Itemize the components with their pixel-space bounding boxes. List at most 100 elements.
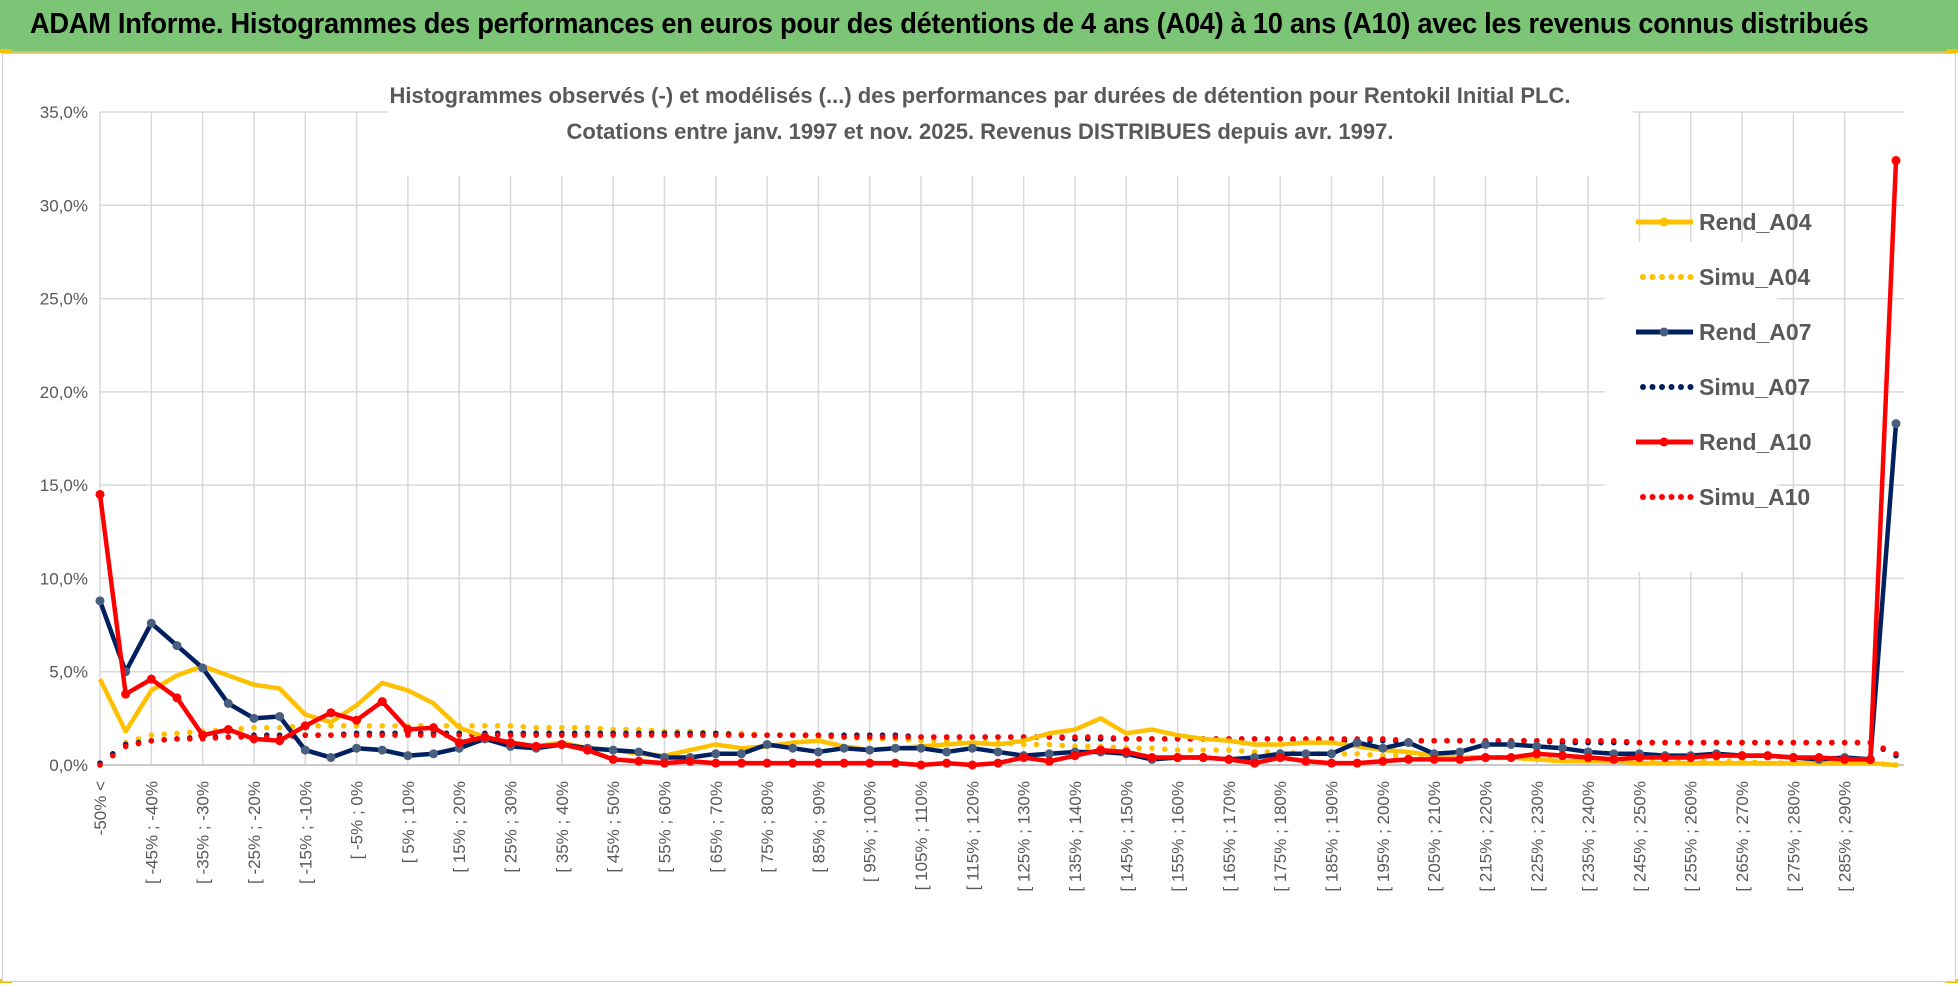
legend-swatch-dot <box>1640 494 1646 500</box>
data-point <box>198 663 208 673</box>
data-point-dot <box>918 734 924 740</box>
data-point-dot <box>661 732 668 738</box>
data-point <box>839 743 849 753</box>
x-tick-label: [ 235% ; 240% <box>1579 781 1598 892</box>
legend: Rend_A04 Simu_A04 Rend_A07 Simu_A07 Rend_A10… <box>1636 209 1812 510</box>
data-point <box>1480 753 1490 763</box>
x-tick-label: -50% < <box>91 781 110 835</box>
data-point-dot <box>1085 734 1091 740</box>
data-point-dot <box>507 732 514 738</box>
data-point-dot <box>263 724 270 731</box>
data-point-dot <box>751 732 758 738</box>
data-point-dot <box>148 737 155 744</box>
x-tick-label: [ 215% ; 220% <box>1476 781 1495 892</box>
data-point <box>172 693 182 703</box>
data-point <box>685 756 695 766</box>
data-point <box>1711 751 1721 761</box>
data-point <box>1250 758 1260 768</box>
legend-swatch-dot <box>1649 274 1656 280</box>
y-tick-label: 15,0% <box>40 476 88 495</box>
data-point-dot <box>1675 739 1681 746</box>
data-point-dot <box>1418 737 1425 744</box>
data-point-dot <box>597 732 604 738</box>
x-tick-label: [ 55% ; 60% <box>655 781 674 873</box>
data-point-dot <box>328 732 334 738</box>
data-point <box>326 708 336 718</box>
data-point <box>1840 754 1850 764</box>
data-point-dot <box>1764 739 1771 746</box>
data-point <box>1224 754 1234 764</box>
y-tick-label: 0,0% <box>49 756 88 775</box>
data-point-dot <box>1777 739 1784 746</box>
data-point-dot <box>1059 742 1065 749</box>
data-point-dot <box>1495 737 1502 744</box>
data-point-dot <box>700 732 706 738</box>
legend-swatch-dot <box>1668 384 1675 390</box>
data-point <box>121 689 131 699</box>
data-point-dot <box>507 723 514 729</box>
data-point <box>1378 756 1388 766</box>
x-tick-label: [ 205% ; 210% <box>1425 781 1444 892</box>
x-tick-label: [ 145% ; 150% <box>1117 781 1136 892</box>
data-point-dot <box>546 724 552 731</box>
data-point <box>249 734 259 744</box>
data-point <box>326 753 336 763</box>
data-point <box>916 760 926 770</box>
data-point-dot <box>315 723 321 729</box>
data-point <box>198 730 208 740</box>
data-point-dot <box>315 732 321 738</box>
data-point-dot <box>1213 747 1219 753</box>
data-point <box>993 747 1003 757</box>
data-point <box>1891 156 1901 166</box>
data-point-dot <box>610 732 616 738</box>
x-tick-label: [ 225% ; 230% <box>1528 781 1547 892</box>
data-point <box>1147 753 1157 763</box>
chart-frame: 0,0% 5,0% 10,0% 15,0% 20,0% 25,0% 30,0% 35,0% -… <box>2 53 1956 982</box>
data-point <box>95 596 105 606</box>
x-tick-label: [ 95% ; 100% <box>861 781 880 882</box>
x-tick-label: [ 275% ; 280% <box>1784 781 1803 892</box>
data-point-dot <box>494 732 501 738</box>
x-tick-label: [ 115% ; 120% <box>963 781 982 890</box>
data-point <box>1044 749 1054 759</box>
data-point-dot <box>1559 737 1566 744</box>
legend-item: Rend_A04 <box>1636 209 1812 235</box>
series-group <box>95 156 1901 770</box>
data-point <box>1352 758 1362 768</box>
legend-background <box>1605 242 1777 572</box>
data-point <box>839 758 849 768</box>
data-point <box>890 743 900 753</box>
data-point <box>403 725 413 735</box>
data-point-dot <box>559 732 565 738</box>
data-point-dot <box>251 724 257 731</box>
data-point-dot <box>1303 736 1309 742</box>
data-point-dot <box>1636 739 1643 746</box>
x-tick-label: [ 135% ; 140% <box>1066 781 1085 892</box>
data-point-dot <box>1200 747 1207 753</box>
data-point-dot <box>212 735 219 741</box>
data-point-dot <box>725 732 732 738</box>
legend-label: Rend_A10 <box>1699 429 1811 455</box>
data-point <box>1301 749 1311 759</box>
data-point-dot <box>623 732 629 738</box>
data-point-dot <box>1251 736 1258 742</box>
data-point-dot <box>520 723 527 730</box>
chart: 0,0% 5,0% 10,0% 15,0% 20,0% 25,0% 30,0% 35,0% -… <box>40 76 1904 892</box>
data-point <box>352 715 362 725</box>
x-tick-label: [ -15% ; -10% <box>296 781 315 884</box>
data-point <box>865 758 875 768</box>
data-point-dot <box>302 732 309 738</box>
data-point-dot <box>956 734 963 740</box>
data-point-dot <box>1136 745 1142 752</box>
data-point <box>1660 753 1670 763</box>
data-point-dot <box>1893 751 1899 757</box>
data-point-dot <box>571 732 578 738</box>
data-point <box>403 751 413 761</box>
data-point-dot <box>648 732 655 738</box>
data-point <box>1532 749 1542 759</box>
data-point <box>223 725 233 735</box>
data-point-dot <box>1444 737 1450 744</box>
data-point-dot <box>1161 746 1168 752</box>
legend-item: Simu_A04 <box>1640 264 1810 290</box>
x-tick-label: [ 165% ; 170% <box>1220 781 1239 892</box>
